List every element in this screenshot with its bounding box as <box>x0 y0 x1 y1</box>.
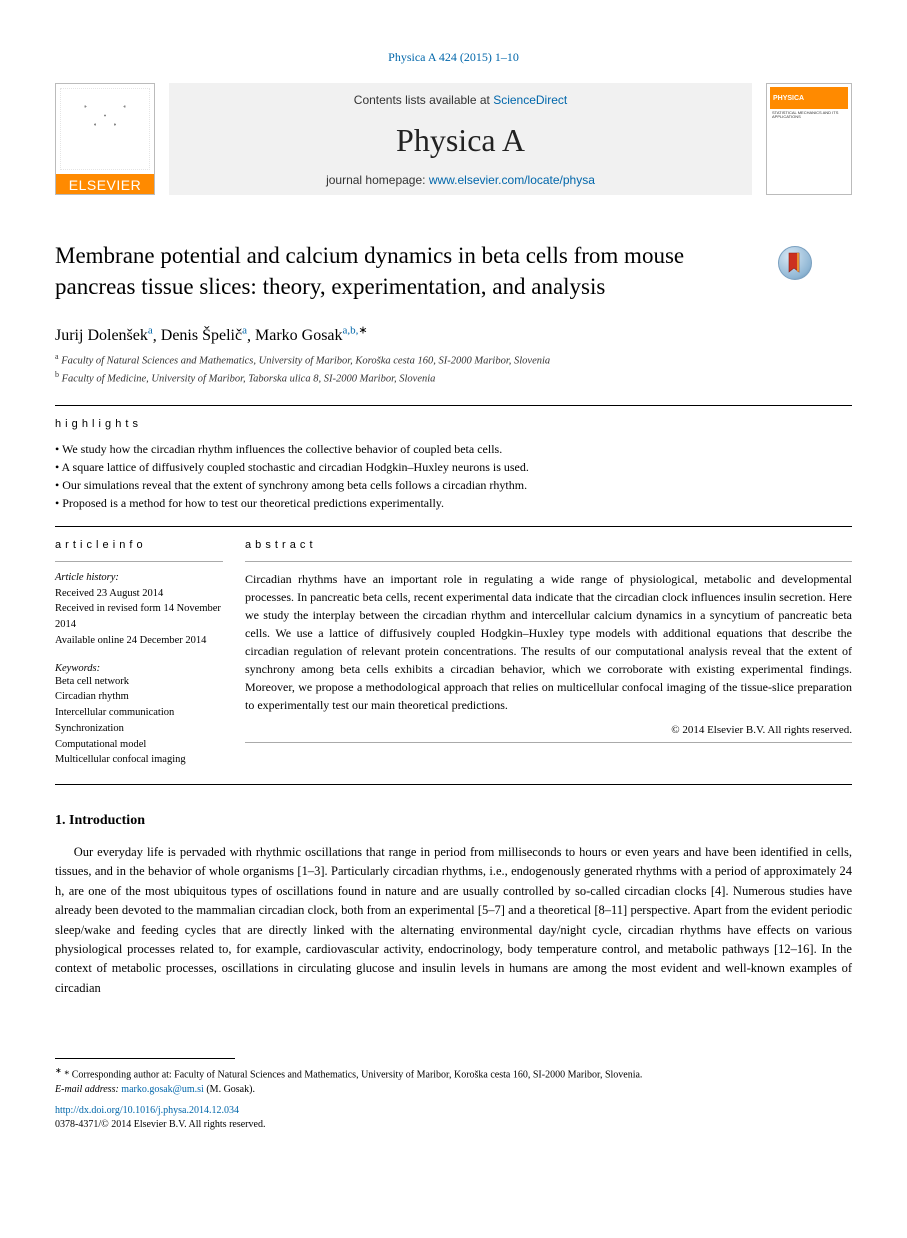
homepage-prefix: journal homepage: <box>326 173 429 187</box>
section-heading: 1. Introduction <box>55 813 852 829</box>
masthead: ELSEVIER Contents lists available at Sci… <box>55 83 852 195</box>
keyword: Circadian rhythm <box>55 689 223 705</box>
rule-light <box>245 742 852 743</box>
history-revised: Received in revised form 14 November 201… <box>55 601 223 633</box>
keyword: Beta cell network <box>55 674 223 690</box>
highlight-item: Our simulations reveal that the extent o… <box>55 476 852 494</box>
highlights-block: h i g h l i g h t s We study how the cir… <box>55 406 852 526</box>
abstract-copyright: © 2014 Elsevier B.V. All rights reserved… <box>245 724 852 736</box>
author: Marko Gosaka,b,∗ <box>255 327 368 344</box>
doi-line: http://dx.doi.org/10.1016/j.physa.2014.1… <box>55 1103 655 1118</box>
elsevier-logo: ELSEVIER <box>55 83 155 195</box>
highlight-item: We study how the circadian rhythm influe… <box>55 440 852 458</box>
abstract-head: a b s t r a c t <box>245 539 852 551</box>
citation-header: Physica A 424 (2015) 1–10 <box>55 50 852 65</box>
elsevier-tree-icon <box>56 84 154 174</box>
affiliation: b Faculty of Medicine, University of Mar… <box>55 369 852 387</box>
author: Jurij Dolenšeka <box>55 327 153 344</box>
keywords-head: Keywords: <box>55 663 223 674</box>
article-title: Membrane potential and calcium dynamics … <box>55 240 695 302</box>
homepage-line: journal homepage: www.elsevier.com/locat… <box>326 173 595 187</box>
doi-link[interactable]: http://dx.doi.org/10.1016/j.physa.2014.1… <box>55 1105 239 1116</box>
cover-thumb-subtitle: STATISTICAL MECHANICS AND ITS APPLICATIO… <box>770 109 848 122</box>
homepage-link[interactable]: www.elsevier.com/locate/physa <box>429 173 595 187</box>
abstract-col: a b s t r a c t Circadian rhythms have a… <box>245 539 852 768</box>
history-label: Article history: <box>55 570 223 586</box>
keyword: Computational model <box>55 737 223 753</box>
history: Article history: Received 23 August 2014… <box>55 570 223 649</box>
highlights-head: h i g h l i g h t s <box>55 418 852 430</box>
keyword: Synchronization <box>55 721 223 737</box>
corresponding-author: ∗ * Corresponding author at: Faculty of … <box>55 1065 655 1082</box>
highlights-list: We study how the circadian rhythm influe… <box>55 440 852 512</box>
email-line: E-mail address: marko.gosak@um.si (M. Go… <box>55 1082 655 1097</box>
keyword: Multicellular confocal imaging <box>55 752 223 768</box>
elsevier-name: ELSEVIER <box>56 174 154 194</box>
contents-line: Contents lists available at ScienceDirec… <box>354 93 567 107</box>
masthead-center: Contents lists available at ScienceDirec… <box>169 83 752 195</box>
bookmark-icon <box>786 251 804 275</box>
keyword: Intercellular communication <box>55 705 223 721</box>
intro-paragraph: Our everyday life is pervaded with rhyth… <box>55 843 852 998</box>
article-info-head: a r t i c l e i n f o <box>55 539 223 551</box>
article-info-col: a r t i c l e i n f o Article history: R… <box>55 539 223 768</box>
abstract-wrap: a r t i c l e i n f o Article history: R… <box>55 527 852 784</box>
highlight-item: A square lattice of diffusively coupled … <box>55 458 852 476</box>
email-link[interactable]: marko.gosak@um.si <box>121 1084 204 1095</box>
author-line: Jurij Dolenšeka, Denis Špeliča, Marko Go… <box>55 324 852 345</box>
footnote-rule <box>55 1058 235 1059</box>
rule <box>55 784 852 785</box>
affiliation: a Faculty of Natural Sciences and Mathem… <box>55 351 852 369</box>
history-received: Received 23 August 2014 <box>55 586 223 602</box>
rule-light <box>55 561 223 562</box>
sciencedirect-link[interactable]: ScienceDirect <box>493 93 567 107</box>
affiliations: a Faculty of Natural Sciences and Mathem… <box>55 351 852 386</box>
contents-prefix: Contents lists available at <box>354 93 493 107</box>
footnotes: ∗ * Corresponding author at: Faculty of … <box>55 1065 655 1132</box>
journal-cover-thumb: PHYSICA STATISTICAL MECHANICS AND ITS AP… <box>766 83 852 195</box>
crossmark-badge[interactable] <box>778 246 812 280</box>
highlight-item: Proposed is a method for how to test our… <box>55 494 852 512</box>
issn-copyright: 0378-4371/© 2014 Elsevier B.V. All right… <box>55 1118 655 1132</box>
history-available: Available online 24 December 2014 <box>55 633 223 649</box>
author: Denis Špeliča <box>161 327 247 344</box>
keywords-list: Beta cell network Circadian rhythm Inter… <box>55 674 223 769</box>
abstract-text: Circadian rhythms have an important role… <box>245 570 852 714</box>
cover-thumb-title: PHYSICA <box>770 87 848 109</box>
rule-light <box>245 561 852 562</box>
journal-name: Physica A <box>396 122 525 159</box>
